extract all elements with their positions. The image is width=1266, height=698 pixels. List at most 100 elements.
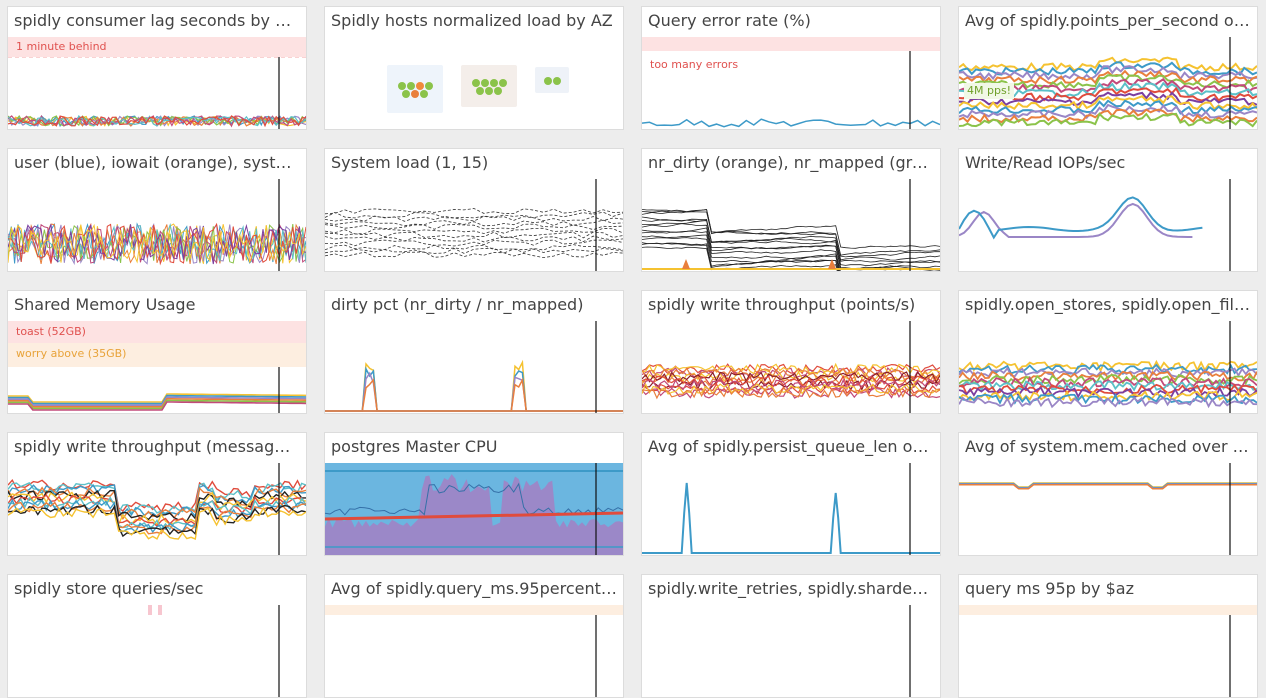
series-line bbox=[959, 202, 1193, 238]
host-hexagon[interactable] bbox=[544, 77, 552, 85]
widget-partial[interactable]: spidly store queries/sec bbox=[7, 574, 307, 698]
timeseries-plot bbox=[959, 179, 1231, 271]
host-hexagon[interactable] bbox=[553, 77, 561, 85]
host-hexagon[interactable] bbox=[425, 82, 433, 90]
widget-wtm[interactable]: spidly write throughput (messages/s) bbox=[7, 432, 307, 556]
host-hexagon[interactable] bbox=[481, 79, 489, 87]
widget-title: user (blue), iowait (orange), system... bbox=[14, 153, 300, 172]
host-hexagon[interactable] bbox=[485, 87, 493, 95]
series-line bbox=[325, 251, 623, 259]
host-hexagon[interactable] bbox=[416, 82, 424, 90]
host-hexagons bbox=[544, 77, 561, 85]
host-hexagon[interactable] bbox=[420, 90, 428, 98]
timeseries-plot bbox=[325, 463, 623, 555]
widget-dirty[interactable]: nr_dirty (orange), nr_mapped (grey) bbox=[641, 148, 941, 272]
host-hexagon[interactable] bbox=[407, 82, 415, 90]
series-line bbox=[325, 239, 623, 247]
widget-shm[interactable]: Shared Memory Usage toast (52GB) worry abo… bbox=[7, 290, 307, 414]
widget-load[interactable]: System load (1, 15) bbox=[324, 148, 624, 272]
series-bar bbox=[158, 605, 162, 615]
series-line bbox=[642, 242, 940, 271]
series-line bbox=[325, 223, 623, 231]
widget-pps[interactable]: Avg of spidly.points_per_second ov... 4M … bbox=[958, 6, 1258, 130]
widget-dirtypct[interactable]: dirty pct (nr_dirty / nr_mapped) bbox=[324, 290, 624, 414]
series-line bbox=[959, 359, 1257, 373]
widget-title: postgres Master CPU bbox=[331, 437, 498, 456]
widget-title: spidly write throughput (points/s) bbox=[648, 295, 916, 314]
series-line bbox=[642, 209, 940, 258]
widget-title: Query error rate (%) bbox=[648, 11, 811, 30]
threshold-band bbox=[325, 605, 623, 615]
widget-pgcpu[interactable]: postgres Master CPU bbox=[324, 432, 624, 556]
series-line bbox=[959, 383, 1257, 395]
series-line bbox=[8, 398, 306, 408]
widget-stores[interactable]: spidly.open_stores, spidly.open_files bbox=[958, 290, 1258, 414]
widget-title: System load (1, 15) bbox=[331, 153, 489, 172]
threshold-label: too many errors bbox=[650, 58, 739, 71]
series-line bbox=[959, 65, 1257, 81]
host-hexagon[interactable] bbox=[472, 79, 480, 87]
widget-wtp[interactable]: spidly write throughput (points/s) bbox=[641, 290, 941, 414]
threshold-band bbox=[8, 321, 306, 343]
series-line bbox=[642, 387, 940, 399]
widget-title: dirty pct (nr_dirty / nr_mapped) bbox=[331, 295, 584, 314]
widget-title: Avg of system.mem.cached over ro... bbox=[965, 437, 1251, 456]
series-line bbox=[642, 216, 940, 266]
host-hexagons bbox=[398, 82, 433, 98]
widget-hexmap[interactable]: Spidly hosts normalized load by AZ bbox=[324, 6, 624, 130]
host-hexagon[interactable] bbox=[494, 87, 502, 95]
host-hexagon[interactable] bbox=[402, 90, 410, 98]
widget-cpu[interactable]: user (blue), iowait (orange), system... bbox=[7, 148, 307, 272]
widget-queue[interactable]: Avg of spidly.persist_queue_len ov... bbox=[641, 432, 941, 556]
host-hexagon[interactable] bbox=[490, 79, 498, 87]
host-hexagon[interactable] bbox=[499, 79, 507, 87]
timeseries-plot bbox=[642, 179, 940, 271]
host-hexagon[interactable] bbox=[476, 87, 484, 95]
series-line bbox=[959, 363, 1257, 376]
series-line bbox=[959, 103, 1257, 120]
series-line bbox=[325, 244, 623, 251]
series-line bbox=[8, 501, 306, 535]
widget-cached[interactable]: Avg of system.mem.cached over ro... bbox=[958, 432, 1258, 556]
threshold-label: 1 minute behind bbox=[13, 39, 110, 55]
host-hexagon[interactable] bbox=[411, 90, 419, 98]
widget-title: Avg of spidly.query_ms.95percentil... bbox=[331, 579, 617, 598]
az-host-group[interactable] bbox=[535, 67, 569, 93]
widget-partial[interactable]: spidly.write_retries, spidly.sharded... bbox=[641, 574, 941, 698]
threshold-label: toast (52GB) bbox=[16, 325, 86, 338]
series-line bbox=[325, 359, 623, 412]
widget-partial[interactable]: query ms 95p by $az bbox=[958, 574, 1258, 698]
series-line bbox=[959, 370, 1257, 382]
az-host-group[interactable] bbox=[461, 65, 517, 107]
widget-errors[interactable]: Query error rate (%) too many errors bbox=[641, 6, 941, 130]
series-bar bbox=[148, 605, 152, 615]
dashboard-grid: spidly consumer lag seconds by $az 1 minu… bbox=[7, 6, 1258, 698]
az-host-group[interactable] bbox=[387, 65, 443, 113]
series-line bbox=[325, 231, 623, 239]
widget-iops[interactable]: Write/Read IOPs/sec bbox=[958, 148, 1258, 272]
series-line bbox=[642, 363, 940, 376]
widget-partial[interactable]: Avg of spidly.query_ms.95percentil... bbox=[324, 574, 624, 698]
series-line bbox=[8, 394, 306, 405]
series-line bbox=[642, 374, 940, 388]
widget-title: spidly store queries/sec bbox=[14, 579, 204, 598]
widget-lag[interactable]: spidly consumer lag seconds by $az 1 minu… bbox=[7, 6, 307, 130]
series-line bbox=[642, 362, 940, 375]
series-line bbox=[8, 396, 306, 406]
series-line bbox=[8, 401, 306, 411]
series-line bbox=[8, 114, 306, 127]
series-line bbox=[642, 382, 940, 395]
series-line bbox=[959, 69, 1257, 85]
threshold-band bbox=[8, 343, 306, 367]
series-line bbox=[325, 211, 623, 219]
threshold-label: 4M pps! bbox=[964, 83, 1015, 99]
series-line bbox=[325, 215, 623, 222]
series-line bbox=[642, 387, 940, 400]
series-line bbox=[642, 230, 887, 271]
host-hexagon[interactable] bbox=[398, 82, 406, 90]
series-line bbox=[959, 91, 1257, 107]
timeseries-plot bbox=[909, 605, 911, 697]
series-line bbox=[8, 393, 306, 403]
timeseries-plot bbox=[325, 321, 623, 413]
series-line bbox=[959, 484, 1257, 490]
